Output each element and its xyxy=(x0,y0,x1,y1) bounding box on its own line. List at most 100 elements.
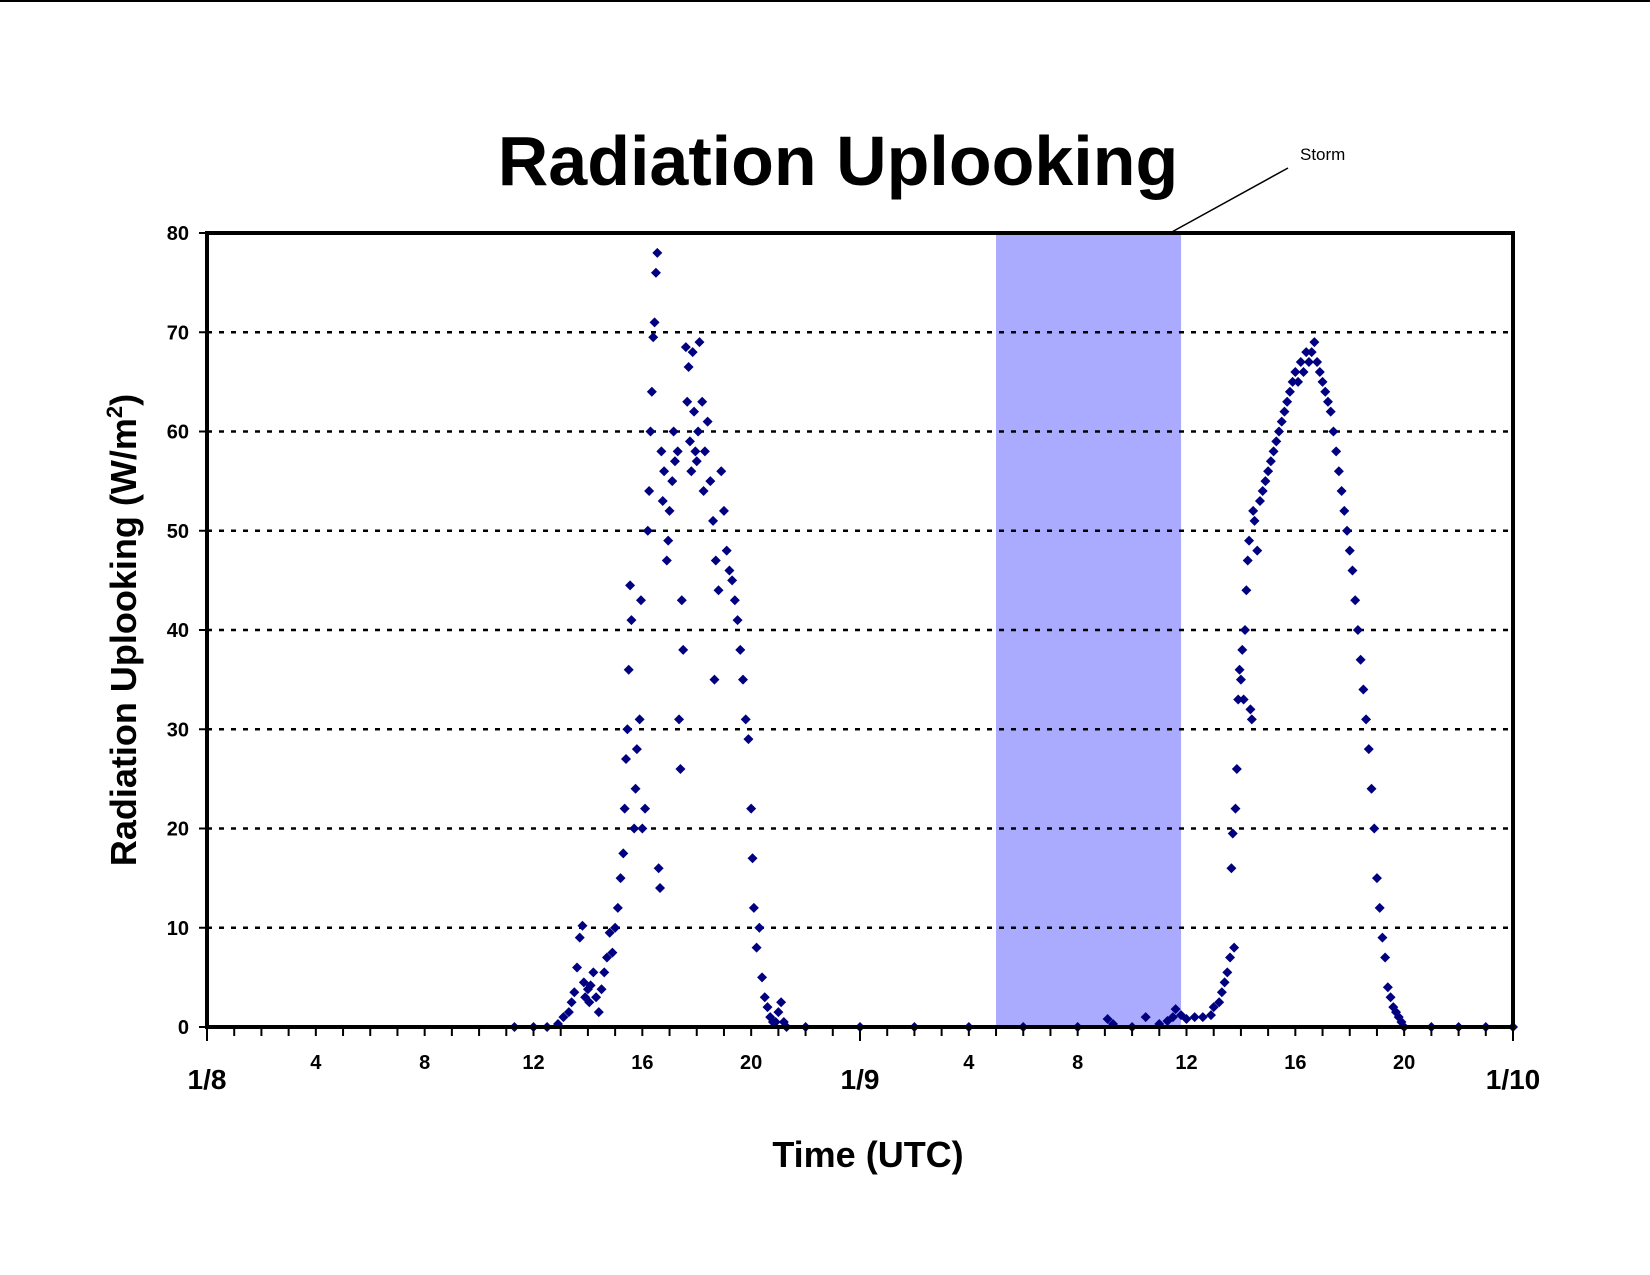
data-point xyxy=(748,902,759,913)
data-point xyxy=(1328,426,1339,437)
data-point xyxy=(1276,416,1287,427)
data-point xyxy=(1257,486,1268,497)
x-axis-title: Time (UTC) xyxy=(772,1134,963,1175)
data-point xyxy=(655,883,666,894)
data-point xyxy=(751,942,762,953)
data-point xyxy=(1229,942,1240,953)
data-point xyxy=(623,664,634,675)
data-point xyxy=(773,1007,784,1018)
data-point xyxy=(1344,545,1355,556)
data-point xyxy=(645,426,656,437)
data-point xyxy=(1369,823,1380,834)
data-point xyxy=(635,595,646,606)
data-point xyxy=(1181,1014,1192,1025)
y-tick-label: 60 xyxy=(167,422,189,444)
data-point xyxy=(1248,505,1259,516)
data-point xyxy=(1361,714,1372,725)
data-point xyxy=(1219,977,1230,988)
data-point xyxy=(1244,535,1255,546)
data-point xyxy=(740,714,751,725)
data-point xyxy=(743,734,754,745)
data-point xyxy=(1279,406,1290,417)
data-point xyxy=(648,332,659,343)
data-point xyxy=(1333,466,1344,477)
data-point xyxy=(709,674,720,685)
data-point xyxy=(637,823,648,834)
data-point xyxy=(668,426,679,437)
y-tick-label: 40 xyxy=(167,620,189,642)
data-point xyxy=(1140,1012,1151,1023)
data-point xyxy=(618,848,629,859)
data-point xyxy=(1197,1012,1208,1023)
data-point xyxy=(1306,347,1317,358)
data-point xyxy=(1239,625,1250,635)
data-point xyxy=(1290,366,1301,377)
data-point xyxy=(659,466,670,477)
data-point xyxy=(675,763,686,774)
data-point xyxy=(735,644,746,655)
data-point xyxy=(1170,1004,1181,1015)
data-point xyxy=(1245,704,1256,715)
data-point xyxy=(721,545,732,556)
data-point xyxy=(1242,555,1253,566)
x-tick-label: 20 xyxy=(1393,1052,1415,1074)
gridlines xyxy=(207,331,1513,929)
chart-title: Radiation Uplooking xyxy=(498,122,1179,200)
data-point xyxy=(699,446,710,457)
data-point xyxy=(691,456,702,467)
data-point xyxy=(676,595,687,606)
data-point xyxy=(690,446,701,457)
data-point xyxy=(610,922,621,933)
data-point xyxy=(1260,476,1271,487)
data-point xyxy=(1167,1012,1178,1023)
x-tick-label: 4 xyxy=(310,1052,322,1074)
data-point xyxy=(1377,932,1388,943)
data-point xyxy=(705,476,716,487)
data-point xyxy=(738,674,749,685)
data-point xyxy=(572,962,583,973)
data-point xyxy=(697,396,708,407)
data-point xyxy=(1295,357,1306,368)
data-point xyxy=(732,615,743,626)
data-point xyxy=(1374,902,1385,913)
data-point xyxy=(1282,396,1293,407)
data-point xyxy=(693,426,704,437)
data-point xyxy=(604,927,615,938)
x-tick-label: 8 xyxy=(419,1052,430,1074)
page-top-rule xyxy=(0,0,1650,2)
data-point xyxy=(729,595,740,606)
y-axis-title-main: Radiation Uplooking (W/m xyxy=(103,418,144,866)
data-point xyxy=(687,347,698,358)
data-point xyxy=(574,932,585,943)
data-point xyxy=(1347,565,1358,576)
data-point xyxy=(669,456,680,467)
data-point xyxy=(1246,714,1257,725)
data-point xyxy=(663,535,674,546)
x-major-tick-label: 1/10 xyxy=(1486,1064,1541,1095)
data-point xyxy=(657,495,668,506)
data-point xyxy=(1298,366,1309,377)
data-point xyxy=(1382,982,1393,993)
x-major-tick-label: 1/8 xyxy=(188,1064,227,1095)
x-tick-label: 16 xyxy=(1284,1052,1306,1074)
data-point xyxy=(619,803,630,814)
data-point xyxy=(1241,585,1252,596)
data-point xyxy=(1371,873,1382,884)
data-point xyxy=(1287,376,1298,387)
x-tick-label: 20 xyxy=(740,1052,762,1074)
x-tick-label: 4 xyxy=(963,1052,975,1074)
data-point xyxy=(629,823,640,834)
data-point xyxy=(1234,664,1245,675)
y-tick-label: 80 xyxy=(167,223,189,245)
data-point xyxy=(1274,426,1285,437)
data-point xyxy=(599,967,610,978)
data-point xyxy=(1227,828,1238,839)
data-point xyxy=(566,997,577,1008)
data-point xyxy=(585,980,596,991)
data-point xyxy=(622,724,633,735)
data-point xyxy=(1312,357,1323,368)
data-point xyxy=(678,644,689,655)
data-point xyxy=(644,486,655,497)
data-point xyxy=(646,386,657,397)
